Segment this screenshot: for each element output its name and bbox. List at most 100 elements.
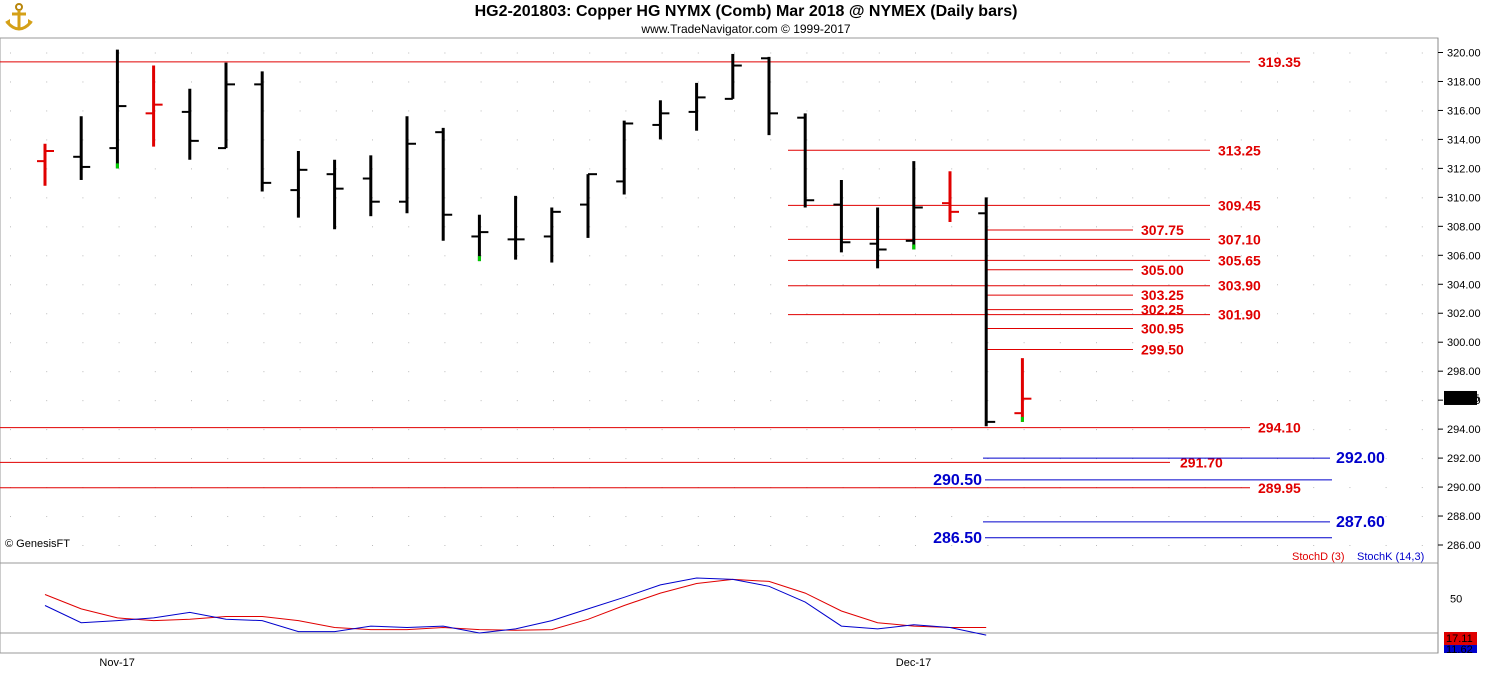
grid-dot: [516, 168, 518, 170]
grid-dot: [589, 429, 591, 431]
grid-dot: [1059, 516, 1061, 518]
ohlc-bar: [905, 161, 923, 250]
grid-dot: [553, 400, 554, 402]
grid-dot: [625, 429, 627, 431]
grid-dot: [878, 313, 880, 315]
grid-dot: [1204, 429, 1206, 431]
grid-dot: [661, 458, 663, 460]
grid-dot: [987, 197, 989, 199]
grid-dot: [227, 545, 229, 546]
grid-dot: [770, 458, 772, 460]
grid-dot: [82, 371, 84, 373]
grid-dot: [335, 429, 337, 431]
grid-dot: [1204, 226, 1206, 228]
grid-dot: [299, 400, 301, 402]
grid-dot: [589, 168, 591, 170]
grid-dot: [1349, 81, 1351, 83]
grid-dot: [625, 545, 627, 546]
grid-dot: [1240, 516, 1242, 518]
chart-subtitle: www.TradeNavigator.com © 1999-2017: [641, 22, 851, 36]
grid-dot: [878, 226, 880, 228]
grid-dot: [372, 284, 373, 286]
grid-dot: [480, 429, 482, 431]
grid-dot: [770, 429, 772, 431]
grid-dot: [1349, 429, 1351, 431]
grid-dot: [987, 81, 989, 83]
grid-dot: [154, 400, 156, 402]
y-tick-label: 292.00: [1447, 453, 1481, 465]
grid-dot: [1132, 342, 1134, 344]
grid-dot: [1313, 255, 1315, 257]
grid-dot: [806, 52, 808, 54]
grid-dot: [1313, 545, 1315, 546]
level-label-309.45: 309.45: [1218, 197, 1261, 213]
grid-dot: [516, 371, 518, 373]
grid-dot: [1023, 81, 1025, 83]
grid-dot: [118, 313, 120, 315]
grid-dot: [1277, 226, 1278, 228]
grid-dot: [46, 516, 48, 518]
grid-dot: [806, 516, 808, 518]
y-tick-label: 316.00: [1447, 105, 1481, 117]
level-label-286.50: 286.50: [933, 530, 982, 547]
grid-dot: [1059, 110, 1061, 112]
grid-dot: [589, 255, 591, 257]
grid-dot: [1385, 110, 1387, 112]
grid-dot: [408, 139, 410, 141]
ohlc-bar: [326, 159, 344, 230]
grid-dot: [625, 110, 627, 112]
grid-dot: [82, 168, 84, 170]
grid-dot: [335, 371, 337, 373]
grid-dot: [915, 429, 916, 431]
grid-dot: [697, 545, 699, 546]
grid-dot: [1204, 516, 1206, 518]
grid-dot: [915, 81, 916, 83]
grid-dot: [1385, 52, 1387, 54]
grid-dot: [372, 110, 373, 112]
grid-dot: [806, 400, 808, 402]
grid-dot: [227, 516, 229, 518]
grid-dot: [191, 52, 192, 54]
grid-dot: [915, 255, 916, 257]
grid-dot: [1421, 255, 1423, 257]
grid-dot: [227, 255, 229, 257]
grid-dot: [1204, 139, 1206, 141]
grid-dot: [770, 197, 772, 199]
grid-dot: [697, 400, 699, 402]
grid-dot: [1349, 371, 1351, 373]
grid-dot: [1421, 458, 1423, 460]
grid-dot: [987, 400, 989, 402]
grid-dot: [227, 458, 229, 460]
grid-dot: [806, 197, 808, 199]
grid-dot: [915, 458, 916, 460]
grid-dot: [46, 400, 48, 402]
grid-dot: [1132, 255, 1134, 257]
grid-dot: [154, 81, 156, 83]
grid-dot: [118, 52, 120, 54]
grid-dot: [191, 255, 192, 257]
grid-dot: [1059, 545, 1061, 546]
grid-dot: [770, 139, 772, 141]
grid-dot: [1349, 342, 1351, 344]
grid-dot: [1096, 545, 1097, 546]
stoch-d-legend: StochD (3): [1292, 551, 1345, 563]
grid-dot: [661, 168, 663, 170]
grid-dot: [915, 284, 916, 286]
grid-dot: [1313, 197, 1315, 199]
copyright-label: © GenesisFT: [5, 538, 70, 550]
grid-dot: [1168, 226, 1170, 228]
ohlc-bar: [254, 71, 272, 192]
grid-dot: [770, 255, 772, 257]
grid-dot: [118, 545, 120, 546]
grid-dot: [191, 168, 192, 170]
grid-dot: [335, 284, 337, 286]
grid-dot: [987, 139, 989, 141]
grid-dot: [1204, 52, 1206, 54]
level-label-313.25: 313.25: [1218, 142, 1261, 158]
grid-dot: [263, 458, 265, 460]
grid-dot: [1349, 139, 1351, 141]
grid-dot: [1023, 52, 1025, 54]
grid-dot: [10, 284, 11, 286]
grid-dot: [1240, 81, 1242, 83]
grid-dot: [589, 458, 591, 460]
